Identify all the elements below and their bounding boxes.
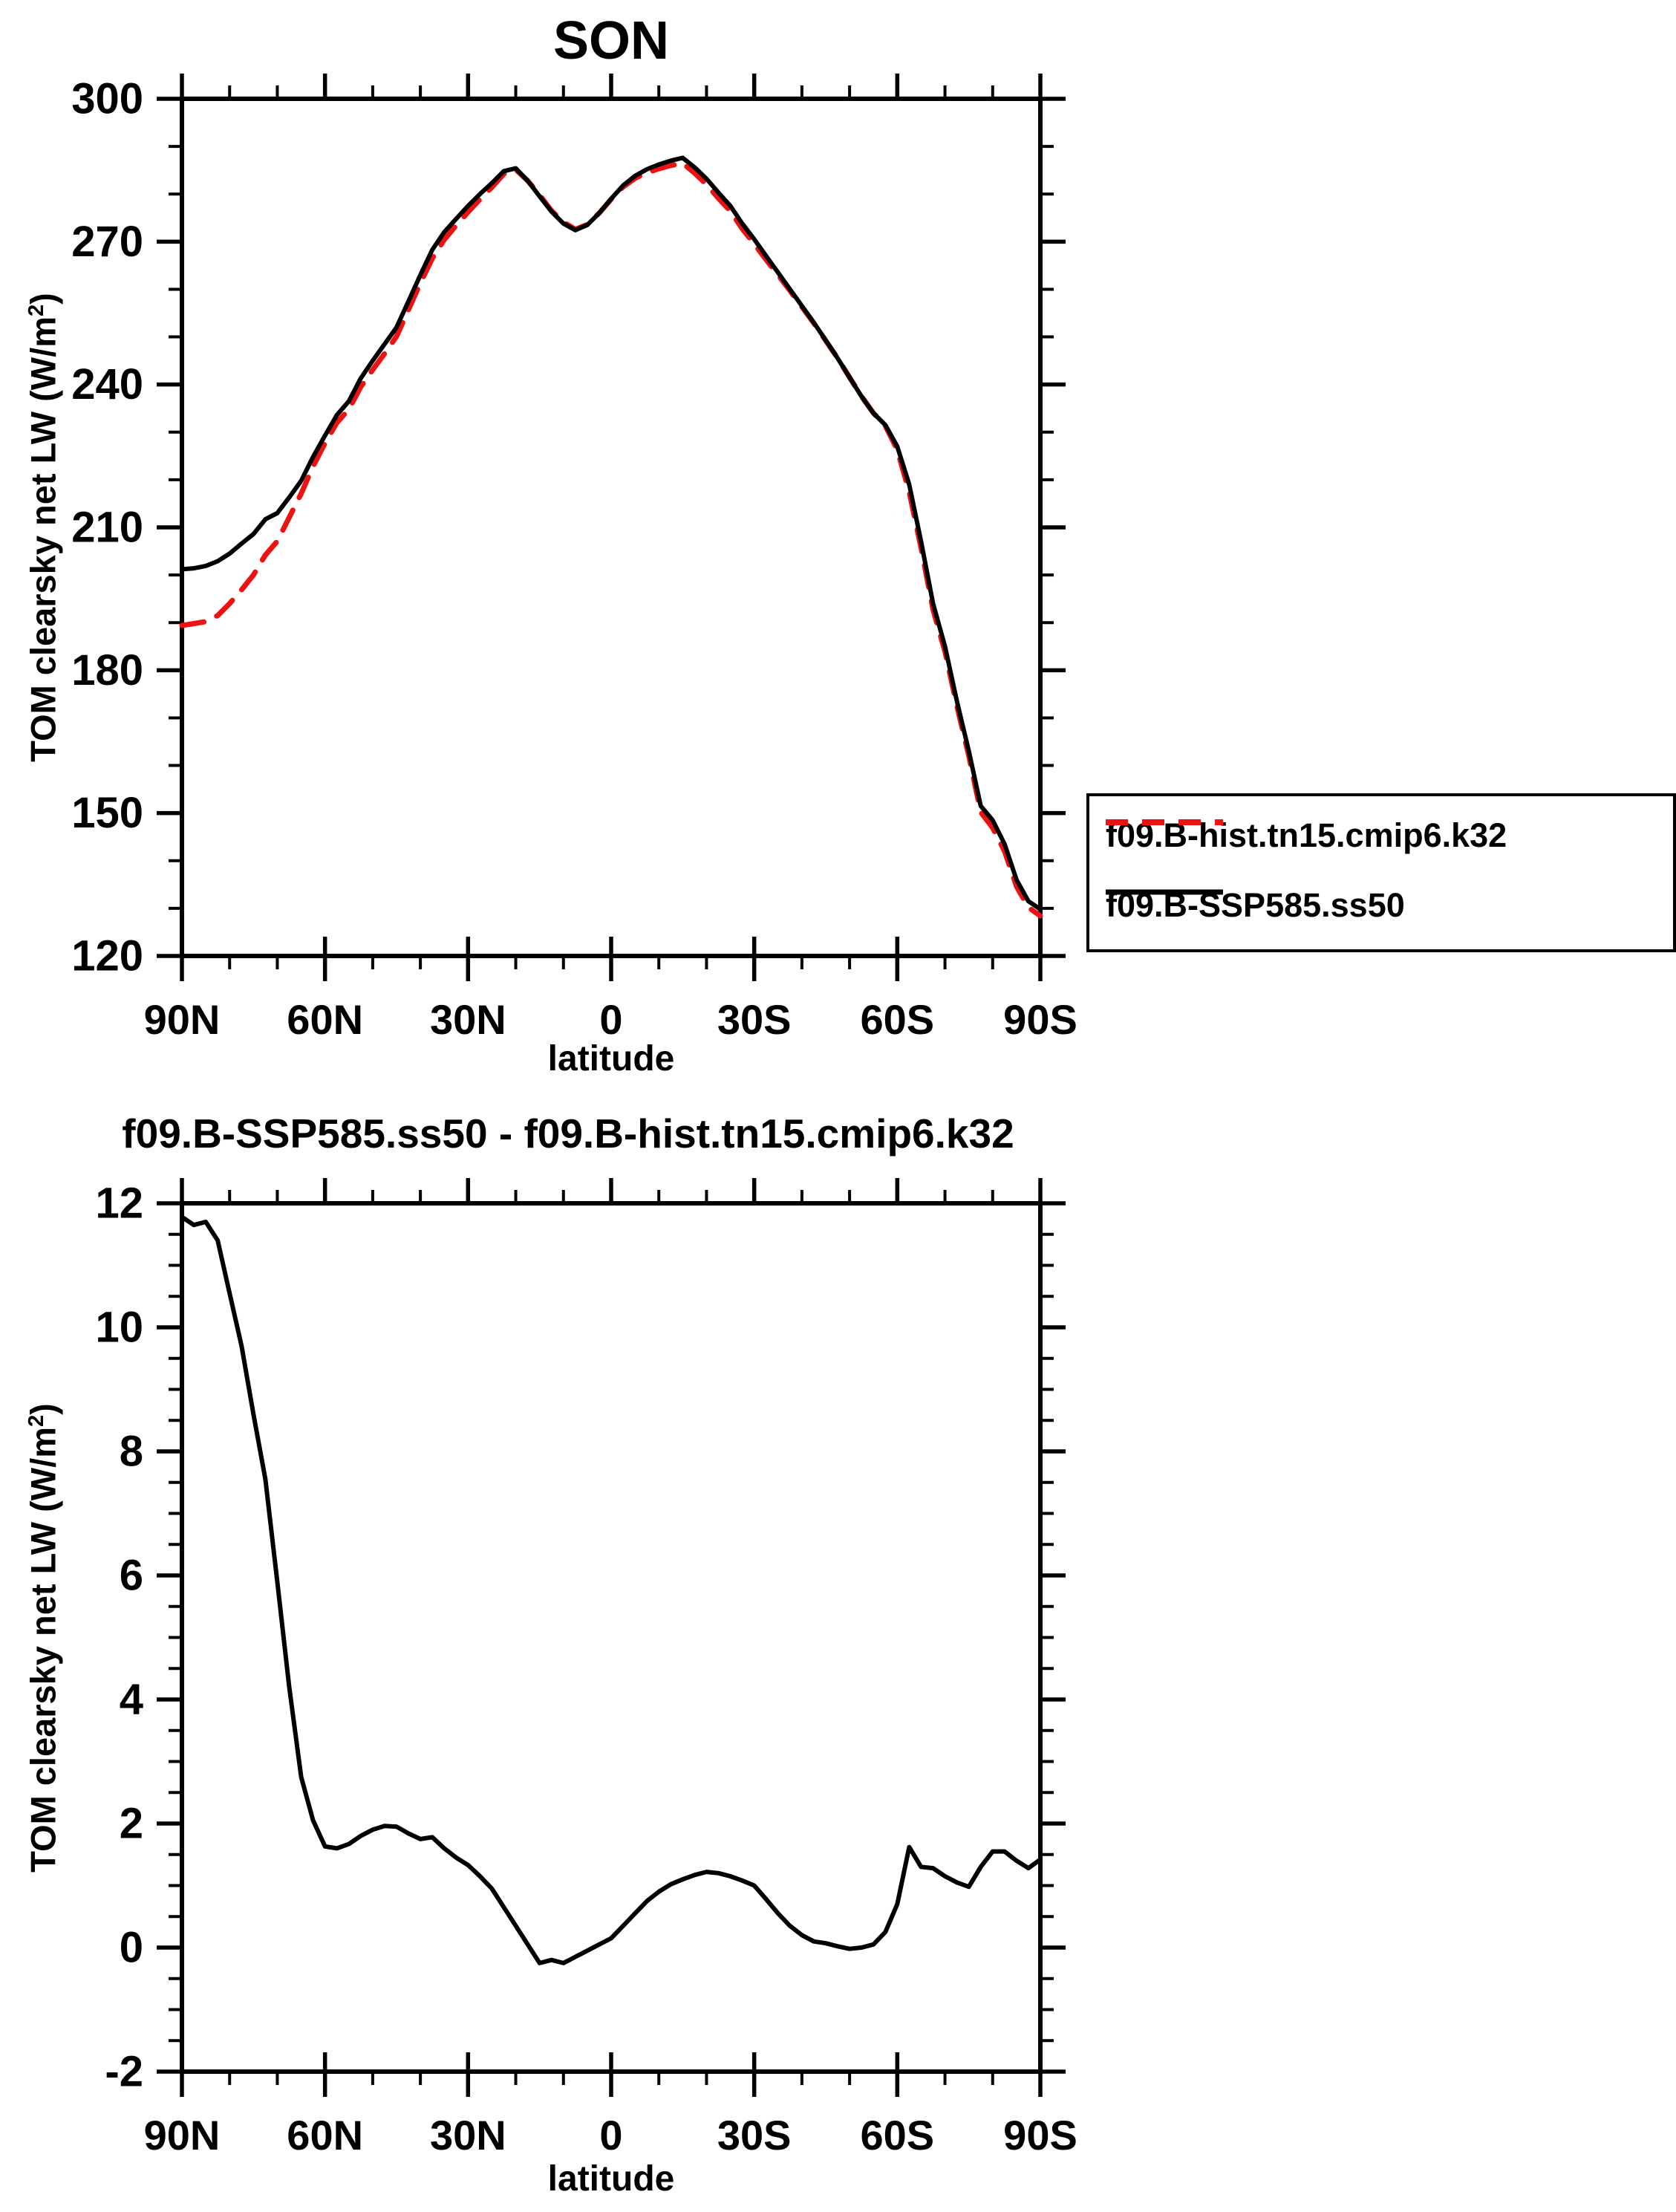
x-tick-label: 60S	[861, 996, 935, 1043]
plot-frame	[180, 1201, 1043, 2074]
x-tick-label: 90N	[144, 2112, 221, 2159]
x-tick-label: 30S	[717, 2112, 792, 2159]
x-tick-label: 30S	[717, 996, 792, 1043]
top-chart-title: SON	[552, 11, 670, 71]
y-axis-title-close: )	[23, 293, 63, 305]
y-tick-label: 180	[71, 646, 143, 694]
x-tick-label: 90S	[1003, 996, 1077, 1043]
x-tick-label: 60S	[861, 2112, 935, 2159]
y-axis-title-text: TOM clearsky net LW (W/m	[23, 1427, 63, 1873]
legend-box: f09.B-hist.tn15.cmip6.k32 f09.B-SSP585.s…	[1086, 793, 1676, 952]
x-tick-label: 0	[599, 996, 622, 1043]
y-tick-label: 2	[120, 1800, 143, 1848]
y-tick-label: 210	[71, 504, 143, 552]
y-axis-title-text: TOM clearsky net LW (W/m	[23, 316, 63, 762]
x-tick-label: 0	[599, 2112, 622, 2159]
legend-entry-hist: f09.B-hist.tn15.cmip6.k32	[1106, 816, 1507, 854]
y-tick-label: 10	[95, 1304, 143, 1352]
y-tick-label: -2	[105, 2048, 143, 2096]
plot-frame	[180, 97, 1043, 958]
y-tick-label: 0	[120, 1924, 143, 1972]
series-line-hist-dashed-red	[179, 160, 1043, 919]
y-tick-label: 6	[120, 1552, 143, 1600]
series-line-difference-solid-black	[180, 1214, 1043, 1965]
top-y-axis-title: TOM clearsky net LW (W/m2)	[23, 293, 64, 762]
y-axis-title-close: )	[23, 1403, 63, 1415]
x-tick-label: 90S	[1003, 2112, 1077, 2159]
y-axis-title-superscript: 2	[24, 304, 48, 317]
bottom-y-axis-title: TOM clearsky net LW (W/m2)	[23, 1403, 64, 1873]
x-tick-label: 30N	[430, 2112, 506, 2159]
y-tick-label: 8	[120, 1428, 143, 1476]
x-tick-label: 60N	[287, 2112, 363, 2159]
legend-entry-ssp585: f09.B-SSP585.ss50	[1106, 886, 1405, 924]
legend-label-hist: f09.B-hist.tn15.cmip6.k32	[1106, 816, 1507, 854]
y-tick-label: 270	[71, 218, 143, 266]
x-tick-label: 90N	[144, 996, 221, 1043]
top-x-axis-title: latitude	[547, 1039, 675, 1079]
y-tick-label: 120	[71, 932, 143, 980]
x-tick-label: 30N	[430, 996, 506, 1043]
series-line-ssp585-solid-black	[180, 155, 1043, 912]
y-tick-label: 300	[71, 75, 143, 123]
black-solid-line-icon	[1106, 889, 1223, 895]
y-axis-title-superscript: 2	[24, 1414, 48, 1428]
y-tick-label: 4	[120, 1676, 143, 1724]
y-tick-label: 150	[71, 789, 143, 837]
y-tick-label: 240	[71, 360, 143, 409]
bottom-x-axis-title: latitude	[547, 2159, 675, 2199]
bottom-chart-title: f09.B-SSP585.ss50 - f09.B-hist.tn15.cmip…	[122, 1110, 1014, 1157]
red-dashed-line-icon	[1106, 819, 1223, 825]
x-tick-label: 60N	[287, 996, 363, 1043]
y-tick-label: 12	[95, 1180, 143, 1228]
